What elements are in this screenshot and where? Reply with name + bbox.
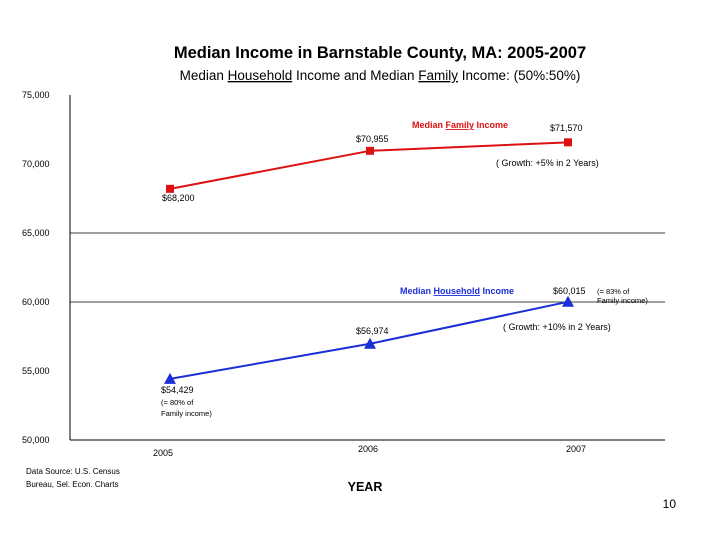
family-label-2007: $71,570: [550, 123, 583, 133]
household-2005-share-line2: Family income): [161, 409, 212, 418]
y-tick-label-55000: 55,000: [22, 366, 50, 376]
household-2007-share-line2: Family income): [597, 296, 648, 305]
family-marker-2007: [564, 138, 572, 147]
data-source-line1: Data Source: U.S. Census: [26, 467, 120, 476]
household-marker-2007: [562, 295, 574, 307]
page-number: 10: [663, 497, 677, 511]
family-series-name: Median Family Income: [412, 120, 508, 130]
y-tick-label-65000: 65,000: [22, 228, 50, 238]
household-label-2007: $60,015: [553, 286, 586, 296]
data-source-line2: Bureau, Sel. Econ. Charts: [26, 480, 119, 489]
x-axis-title: YEAR: [348, 480, 383, 494]
family-marker-2006: [366, 146, 374, 155]
x-tick-label-2007: 2007: [566, 444, 586, 454]
household-label-2005: $54,429: [161, 385, 194, 395]
chart-subtitle: Median Household Income and Median Famil…: [180, 68, 581, 83]
household-2007-share-line1: (= 83% of: [597, 287, 630, 296]
household-series-name: Median Household Income: [400, 286, 514, 296]
chart-title: Median Income in Barnstable County, MA: …: [174, 44, 586, 62]
household-growth-note: ( Growth: +10% in 2 Years): [503, 322, 611, 332]
household-marker-2006: [364, 337, 376, 349]
family-label-2006: $70,955: [356, 134, 389, 144]
x-tick-label-2006: 2006: [358, 444, 378, 454]
household-label-2006: $56,974: [356, 326, 389, 336]
family-marker-2005: [166, 184, 174, 193]
y-tick-label-70000: 70,000: [22, 159, 50, 169]
household-marker-2005: [164, 372, 176, 384]
y-tick-label-75000: 75,000: [22, 90, 50, 100]
family-growth-note: ( Growth: +5% in 2 Years): [496, 158, 599, 168]
y-tick-label-60000: 60,000: [22, 297, 50, 307]
household-2005-share-line1: (= 80% of: [161, 398, 194, 407]
x-tick-label-2005: 2005: [153, 448, 173, 458]
y-tick-label-50000: 50,000: [22, 435, 50, 445]
family-label-2005: $68,200: [162, 193, 195, 203]
